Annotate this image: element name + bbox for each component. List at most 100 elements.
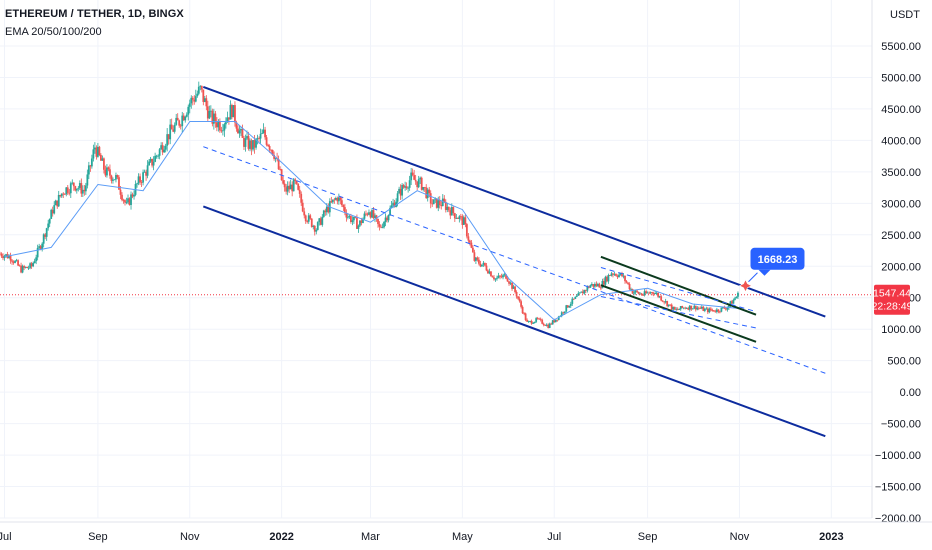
candle-body — [71, 182, 74, 184]
candle-body — [419, 177, 422, 180]
candle-body — [182, 115, 185, 121]
candle-body — [631, 289, 634, 294]
candle-body — [700, 306, 703, 309]
candle-body — [404, 186, 407, 188]
candle-body — [694, 305, 697, 310]
candle-body — [93, 147, 96, 150]
candle-body — [587, 286, 590, 288]
candle-body — [592, 284, 595, 287]
candle-body — [660, 296, 663, 301]
candle-body — [494, 278, 497, 280]
candle-body — [392, 202, 394, 206]
candle-body — [342, 205, 345, 208]
candle-body — [435, 198, 438, 208]
candle-body — [20, 265, 22, 273]
candle-body — [175, 117, 178, 125]
candle-body — [5, 254, 7, 256]
y-axis[interactable]: USDT 5500.00 5000.00 4500.00 4000.00 3500.00 3… — [871, 0, 921, 525]
candle-body — [565, 305, 568, 312]
candle-body — [26, 266, 29, 268]
candle-body — [450, 207, 453, 216]
candle-body — [243, 137, 245, 147]
candle-body — [725, 308, 727, 310]
candle-body — [595, 283, 598, 287]
candle-body — [307, 215, 310, 222]
x-axis[interactable]: Jul Sep Nov 2022 Mar May Jul Sep Nov 2023 — [0, 521, 932, 543]
candle-body — [446, 206, 449, 210]
candle-body — [350, 215, 352, 223]
candle-body — [670, 304, 673, 310]
candle-body — [542, 323, 545, 325]
candle-body — [163, 149, 166, 153]
candle-body — [273, 154, 276, 159]
candle-body — [261, 133, 263, 134]
candle-body — [619, 273, 622, 275]
candle-body — [437, 200, 440, 208]
candle-body — [505, 274, 507, 279]
candle-body — [30, 263, 33, 267]
candle-body — [679, 306, 682, 310]
candle-body — [297, 183, 300, 190]
candle-body — [116, 175, 119, 178]
candle-body — [485, 265, 488, 271]
candle-body — [520, 301, 522, 307]
candle-body — [54, 200, 57, 206]
candle-body — [68, 192, 71, 194]
y-tick-label: 3500.00 — [881, 167, 921, 179]
candle-body — [282, 180, 285, 184]
candle-body — [532, 323, 535, 324]
candle-body — [327, 206, 330, 213]
candle-body — [112, 179, 114, 181]
candle-body — [518, 298, 521, 302]
indicator-label[interactable]: EMA 20/50/100/200 — [5, 26, 102, 38]
x-tick-label: Nov — [180, 531, 200, 543]
candle-body — [593, 283, 596, 287]
candle-body — [479, 263, 482, 267]
candle-body — [315, 229, 318, 232]
y-tick-label: 4000.00 — [881, 135, 921, 147]
candle-body — [63, 194, 66, 195]
candle-body — [643, 291, 646, 296]
candle-body — [301, 202, 304, 212]
trend-channels[interactable] — [202, 85, 826, 438]
candle-body — [136, 183, 138, 185]
candle-body — [234, 105, 236, 123]
candle-body — [618, 274, 620, 278]
candle-body — [449, 210, 452, 216]
candle-body — [96, 146, 99, 157]
candle-body — [231, 104, 233, 118]
candle-body — [119, 189, 122, 195]
candle-body — [601, 281, 604, 289]
candle-body — [612, 273, 614, 275]
candle-body — [148, 161, 150, 166]
candle-body — [107, 167, 110, 170]
candle-body — [428, 189, 431, 194]
candle-body — [642, 294, 644, 296]
candle-body — [86, 174, 89, 186]
candle-body — [366, 213, 369, 215]
candle-body — [291, 184, 294, 192]
candle-body — [706, 308, 709, 313]
candle-body — [9, 255, 12, 261]
candle-body — [372, 210, 375, 218]
candle-body — [29, 263, 32, 268]
candle-body — [455, 218, 458, 219]
candle-body — [539, 318, 542, 320]
x-tick-label: May — [452, 531, 473, 543]
candle-body — [279, 169, 282, 170]
candle-body — [304, 215, 307, 222]
candle-body — [8, 255, 10, 259]
candle-body — [316, 222, 319, 230]
annotation-label: 1668.23 — [758, 254, 798, 266]
candle-body — [167, 134, 170, 140]
candle-body — [687, 308, 690, 310]
candle-body — [572, 298, 575, 300]
candle-body — [69, 183, 72, 194]
candle-body — [161, 145, 164, 153]
candle-body — [181, 115, 184, 127]
candle-body — [345, 212, 348, 218]
candle-body — [368, 212, 370, 215]
candle-body — [140, 182, 143, 183]
